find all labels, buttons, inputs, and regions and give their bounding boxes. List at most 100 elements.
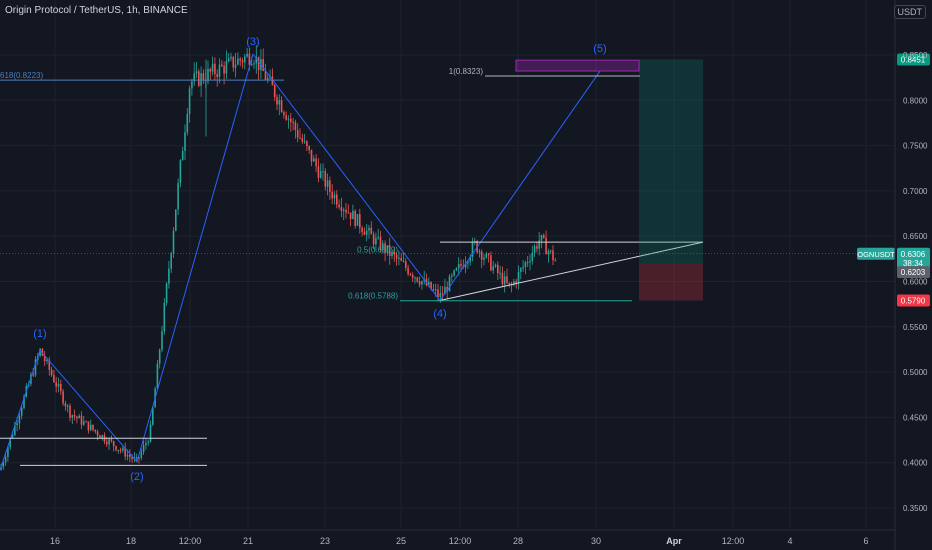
candle-body [248, 53, 251, 65]
candle-body [342, 209, 345, 211]
candle-body [368, 227, 370, 231]
candle-body [124, 447, 126, 457]
candle-body [492, 266, 494, 271]
candle-body [296, 130, 299, 138]
candle-body [241, 60, 244, 63]
candle-body [214, 63, 216, 75]
time-axis[interactable]: 16 18 12:00 21 23 25 12:00 28 30 Apr 12:00 4 6 [0, 529, 895, 546]
candle-body [317, 166, 320, 178]
candle-body [170, 253, 172, 269]
candle-body [177, 183, 179, 210]
time-tick-label: 6 [863, 536, 868, 546]
candle-body [92, 424, 94, 430]
candle-body [62, 391, 64, 404]
candle-body [32, 374, 34, 376]
candle-body [11, 435, 14, 438]
candle-body [349, 212, 352, 220]
candle-body [340, 207, 343, 211]
price-tick-label: 0.5000 [903, 368, 928, 377]
candle-body [310, 149, 313, 162]
drawing-overlays[interactable]: (1) (2) (3) (4) (5) 618(0.8223) 1(0.8323) 0.5(0… [0, 36, 930, 483]
candle-body [149, 424, 152, 442]
current-price-tag [897, 247, 930, 269]
candle-body [129, 454, 131, 457]
wave-label: (3) [246, 36, 259, 48]
target-price-tag-text: 0.8451 [901, 55, 926, 64]
candle-body [50, 369, 53, 376]
candle-body [365, 230, 368, 235]
candle-body [108, 439, 110, 445]
candle-body [7, 447, 9, 457]
candle-body [264, 70, 267, 80]
candle-body [188, 88, 191, 115]
candle-body [359, 214, 361, 228]
candle-body [83, 421, 85, 425]
candle-body [497, 264, 499, 274]
candle-body [375, 237, 377, 245]
candle-body [94, 429, 97, 432]
candle-body [168, 268, 170, 284]
candle-body [506, 276, 508, 283]
candle-body [184, 132, 186, 151]
chart-title: Origin Protocol / TetherUS, 1h, BINANCE [5, 5, 188, 16]
candle-body [244, 56, 246, 63]
candle-body [379, 236, 382, 250]
candle-body [301, 138, 304, 142]
time-tick-label: Apr [666, 536, 682, 546]
candle-body [483, 257, 485, 260]
current-price-tag-text: 0.6306 [901, 250, 926, 259]
candle-body [195, 71, 198, 74]
price-tick-label: 0.7500 [903, 142, 928, 151]
candle-body [515, 281, 517, 284]
price-axis[interactable]: 0.8500 0.8000 0.7500 0.7000 0.6500 0.6000 0.55… [894, 0, 928, 550]
candle-body [315, 158, 317, 167]
candle-body [147, 441, 149, 444]
candle-body [76, 416, 78, 419]
candle-body [416, 277, 419, 282]
candle-body [227, 58, 230, 62]
candle-body [112, 441, 115, 447]
candle-body [246, 53, 248, 57]
candle-body [230, 56, 232, 59]
candle-body [345, 209, 347, 213]
candle-body [428, 281, 430, 286]
wave-label: (5) [593, 43, 606, 55]
candle-body [361, 227, 363, 232]
price-tick-label: 0.5500 [903, 323, 928, 332]
candle-body [186, 114, 189, 133]
candle-body [503, 276, 506, 285]
rising-trendline [439, 241, 704, 302]
candle-body [434, 289, 437, 291]
candle-body [87, 421, 90, 431]
candle-body [411, 274, 414, 278]
candle-body [66, 405, 69, 407]
candle-body [138, 457, 140, 459]
candle-body [499, 272, 501, 274]
fib-label: 0.5(0.6309) [357, 246, 398, 255]
entry-price-tag [897, 266, 930, 279]
candle-body [453, 270, 455, 276]
symbol-tag-text: OGNUSDT [857, 250, 895, 259]
grid-lines [0, 0, 895, 530]
candle-body [363, 231, 366, 235]
candle-body [508, 282, 511, 285]
candle-body [526, 262, 529, 264]
candle-body [347, 212, 350, 214]
candle-body [232, 56, 235, 68]
candle-body [165, 283, 168, 303]
candle-body [276, 97, 278, 105]
candle-body [441, 293, 444, 295]
candle-body [432, 289, 435, 291]
currency-badge[interactable]: USDT [893, 5, 926, 19]
candle-body [23, 396, 25, 409]
candle-body [494, 264, 497, 267]
price-tick-label: 0.8500 [903, 51, 928, 60]
symbol-tag [857, 247, 895, 260]
candle-body [78, 415, 80, 419]
candle-body [216, 74, 218, 77]
elliott-wave-line [0, 52, 601, 471]
candle-body [262, 59, 264, 71]
candle-body [161, 331, 163, 350]
candle-body [200, 73, 202, 86]
